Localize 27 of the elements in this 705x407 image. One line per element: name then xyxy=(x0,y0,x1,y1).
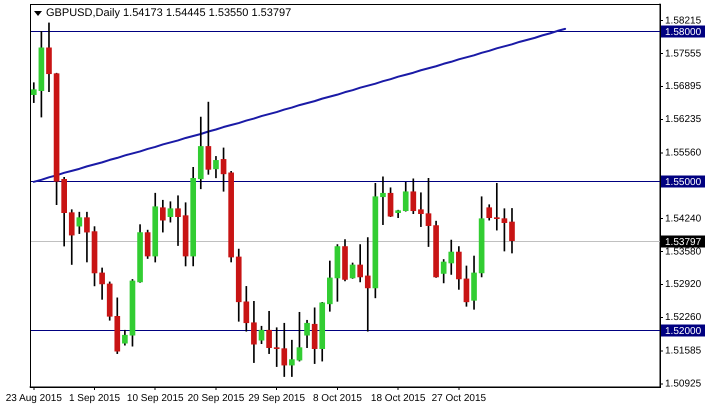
candlestick xyxy=(380,176,386,225)
ref-line-label: 1.58000 xyxy=(665,26,702,38)
candlestick xyxy=(175,195,181,246)
y-tick-label: 1.52260 xyxy=(665,312,702,324)
x-tick-label: 1 Sep 2015 xyxy=(68,392,121,404)
y-tick-label: 1.58215 xyxy=(665,15,702,26)
y-tick-label: 1.57555 xyxy=(665,48,702,60)
x-tick-label: 18 Oct 2015 xyxy=(370,392,426,404)
y-tick-label: 1.52920 xyxy=(665,279,702,290)
x-tick-label: 27 Oct 2015 xyxy=(432,392,487,404)
y-tick-label: 1.50925 xyxy=(665,378,702,390)
chart-title: GBPUSD,Daily 1.54173 1.54445 1.53550 1.53797 xyxy=(46,7,292,19)
ref-line-label: 1.55000 xyxy=(665,176,702,188)
y-tick-label: 1.56235 xyxy=(665,114,702,126)
x-tick-label: 8 Oct 2015 xyxy=(312,392,362,404)
y-tick-label: 1.56895 xyxy=(665,81,702,92)
y-tick-label: 1.54240 xyxy=(665,213,702,224)
x-tick-label: 29 Sep 2015 xyxy=(248,392,306,404)
candlestick xyxy=(426,178,432,247)
x-tick-label: 23 Aug 2015 xyxy=(6,392,62,404)
y-tick-label: 1.51585 xyxy=(665,346,702,357)
y-tick-label: 1.55560 xyxy=(665,148,702,159)
ref-line-label: 1.52000 xyxy=(665,326,702,337)
x-tick-label: 10 Sep 2015 xyxy=(126,392,184,404)
ref-line-label: 1.53797 xyxy=(665,236,702,248)
x-tick-label: 20 Sep 2015 xyxy=(188,392,245,404)
y-tick-label: 1.53580 xyxy=(665,246,702,258)
